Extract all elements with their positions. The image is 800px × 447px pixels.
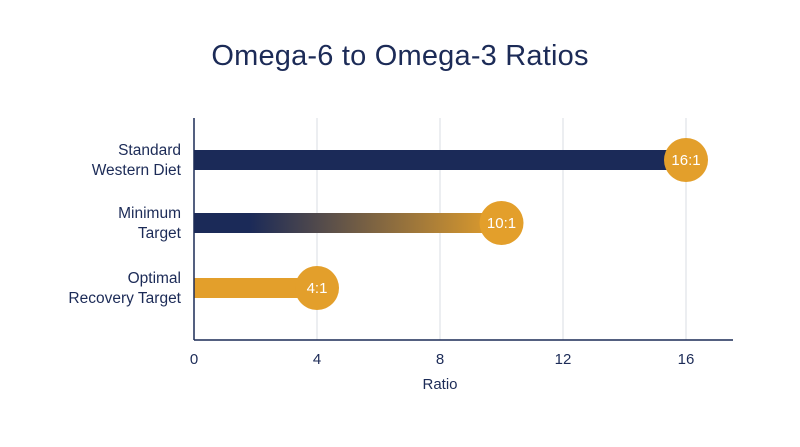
bar: [194, 150, 686, 170]
x-tick-label: 12: [555, 351, 572, 368]
data-label: 4:1: [307, 280, 328, 297]
x-tick-label: 8: [436, 351, 444, 368]
value-badge: [479, 201, 524, 245]
data-label: 16:1: [671, 152, 700, 169]
category-label: Optimal Recovery Target: [68, 270, 181, 307]
x-tick-label: 16: [678, 351, 695, 368]
value-badge: [295, 266, 339, 310]
axes: [193, 118, 733, 341]
value-badge: [664, 138, 708, 182]
bar: [194, 278, 317, 298]
bars: [194, 138, 708, 310]
x-tick-label: 4: [313, 351, 321, 368]
category-label: Standard Western Diet: [92, 142, 182, 179]
chart-title: Omega-6 to Omega-3 Ratios: [211, 40, 589, 72]
data-label: 10:1: [487, 215, 516, 232]
labels: 0 4 8 12 16 16:1 Standard Western Diet 10:1 Minim…: [68, 142, 700, 368]
bar: [194, 213, 502, 233]
x-axis-title: Ratio: [422, 376, 457, 393]
category-label: Minimum Target: [118, 205, 182, 242]
x-tick-label: 0: [190, 351, 198, 368]
